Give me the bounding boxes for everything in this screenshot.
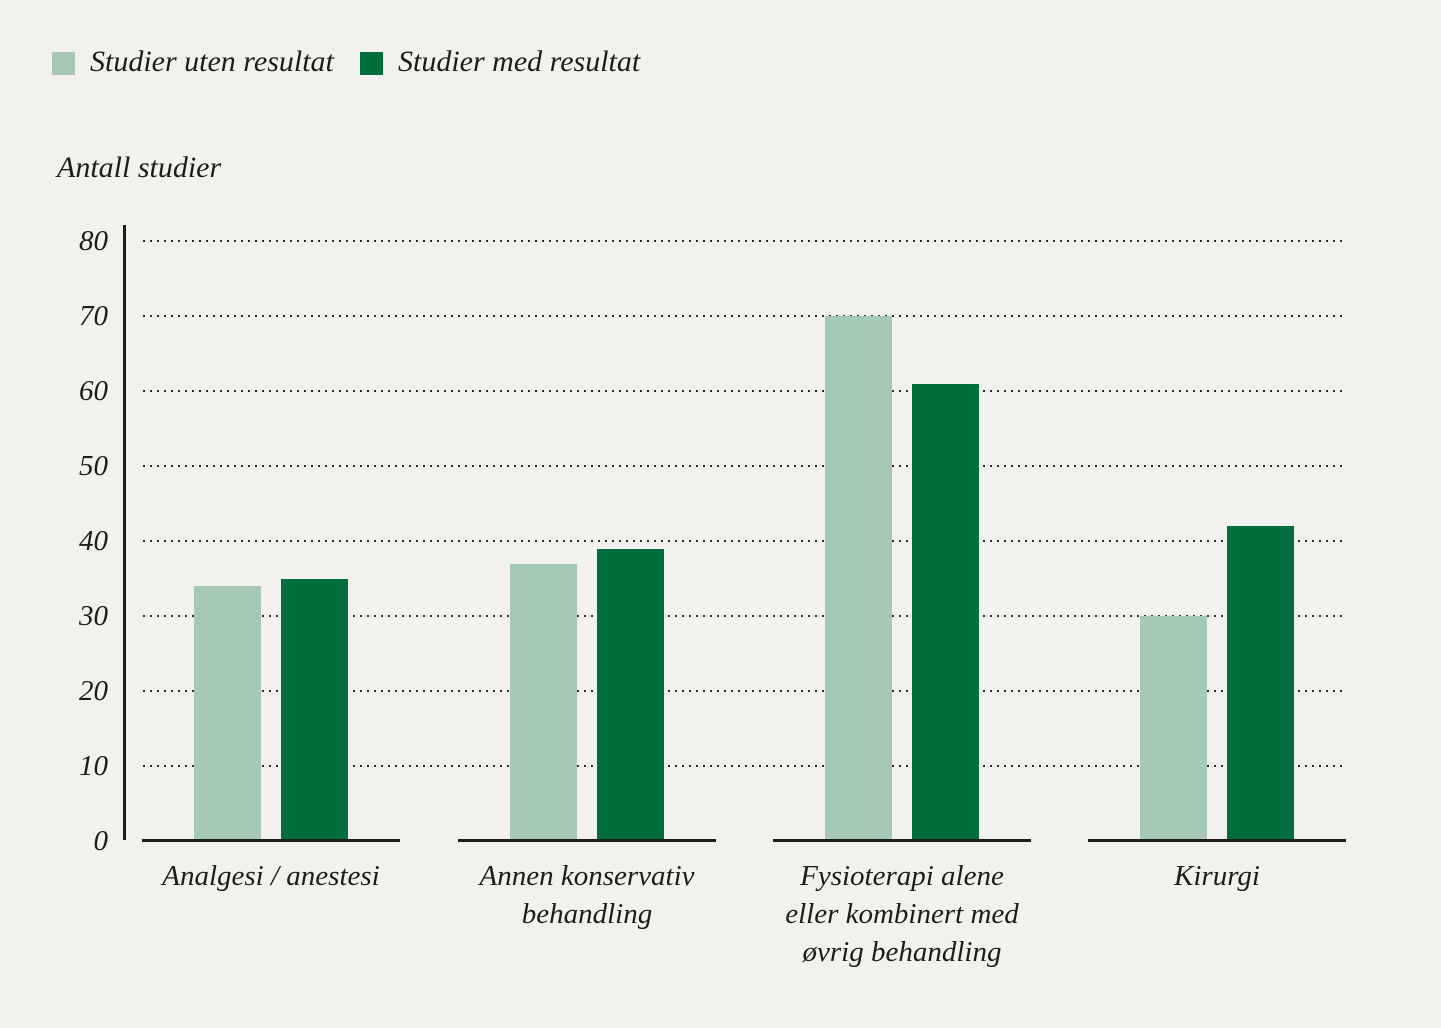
x-label-line: øvrig behandling [802,936,1002,968]
bar-studier-uten-resultat-group-2 [510,563,577,839]
y-tick-30: 30 [79,600,108,632]
legend-label-med-resultat: Studier med resultat [398,45,641,78]
y-tick-70: 70 [79,300,108,332]
y-axis-title: Antall studier [57,151,222,184]
legend-item-med-resultat: Studier med resultat [360,47,640,77]
y-tick-50: 50 [79,450,108,482]
x-label-2: Annen konservativ behandling [422,857,752,933]
x-label-line: Analgesi / anestesi [162,860,380,892]
legend-label-uten-resultat: Studier uten resultat [90,45,334,78]
x-label-line: Fysioterapi alene [800,860,1004,892]
bar-studier-med-resultat-group-3 [912,383,979,839]
gridline-20 [143,690,1347,692]
y-tick-40: 40 [79,525,108,557]
x-axis-segment-1 [142,839,400,842]
y-axis-line [123,225,126,840]
bar-studier-uten-resultat-group-4 [1140,616,1207,839]
x-axis-segment-2 [458,839,716,842]
gridline-30 [143,615,1347,617]
gridline-50 [143,465,1347,467]
x-axis-segment-4 [1088,839,1346,842]
gridline-80 [143,240,1347,242]
y-tick-60: 60 [79,375,108,407]
legend-swatch-light-green [52,51,75,75]
x-label-3: Fysioterapi alene eller kombinert med øvri… [737,857,1067,971]
gridline-40 [143,540,1347,542]
y-tick-0: 0 [93,825,109,857]
y-tick-20: 20 [79,675,108,707]
bar-studier-med-resultat-group-2 [597,548,664,839]
x-label-line: Annen konservativ [479,860,695,892]
bar-studier-uten-resultat-group-3 [825,316,892,839]
x-label-1: Analgesi / anestesi [106,857,436,895]
bar-studier-med-resultat-group-4 [1227,526,1294,839]
legend-swatch-dark-green [360,51,383,75]
gridline-60 [143,390,1347,392]
gridline-10 [143,765,1347,767]
x-label-line: behandling [521,898,653,930]
x-label-4: Kirurgi [1052,857,1382,895]
y-tick-10: 10 [79,750,108,782]
y-tick-80: 80 [79,225,108,257]
gridline-70 [143,315,1347,317]
x-label-line: eller kombinert med [785,898,1019,930]
bar-studier-med-resultat-group-1 [281,578,348,839]
x-axis-segment-3 [773,839,1031,842]
x-label-line: Kirurgi [1174,860,1260,892]
bar-studier-uten-resultat-group-1 [194,586,261,839]
legend-item-uten-resultat: Studier uten resultat [52,47,334,77]
